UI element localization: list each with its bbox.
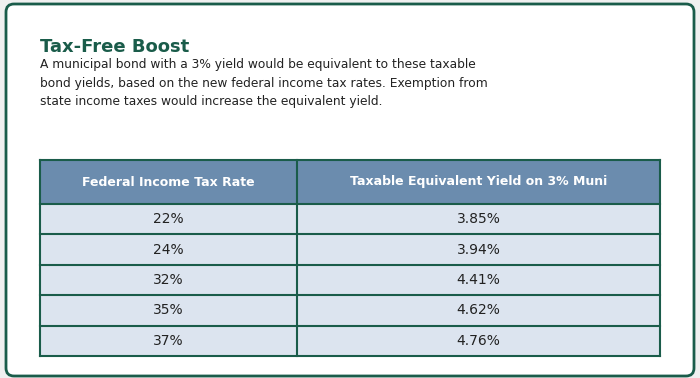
Text: 37%: 37% — [153, 334, 184, 348]
Bar — [40, 295, 660, 325]
Text: 35%: 35% — [153, 304, 184, 318]
Text: Taxable Equivalent Yield on 3% Muni: Taxable Equivalent Yield on 3% Muni — [350, 175, 608, 189]
Text: 3.85%: 3.85% — [456, 212, 500, 226]
Text: 4.41%: 4.41% — [456, 273, 500, 287]
Text: A municipal bond with a 3% yield would be equivalent to these taxable
bond yield: A municipal bond with a 3% yield would b… — [40, 58, 488, 108]
Text: Tax-Free Boost: Tax-Free Boost — [40, 38, 189, 56]
Text: 3.94%: 3.94% — [456, 243, 500, 257]
Text: 4.62%: 4.62% — [456, 304, 500, 318]
FancyBboxPatch shape — [6, 4, 694, 376]
Bar — [40, 234, 660, 265]
Text: 24%: 24% — [153, 243, 184, 257]
Text: 22%: 22% — [153, 212, 184, 226]
Bar — [40, 160, 660, 204]
Text: 32%: 32% — [153, 273, 184, 287]
Text: 4.76%: 4.76% — [456, 334, 500, 348]
Bar — [40, 265, 660, 295]
Text: Federal Income Tax Rate: Federal Income Tax Rate — [83, 175, 255, 189]
Bar — [40, 204, 660, 234]
Bar — [40, 325, 660, 356]
